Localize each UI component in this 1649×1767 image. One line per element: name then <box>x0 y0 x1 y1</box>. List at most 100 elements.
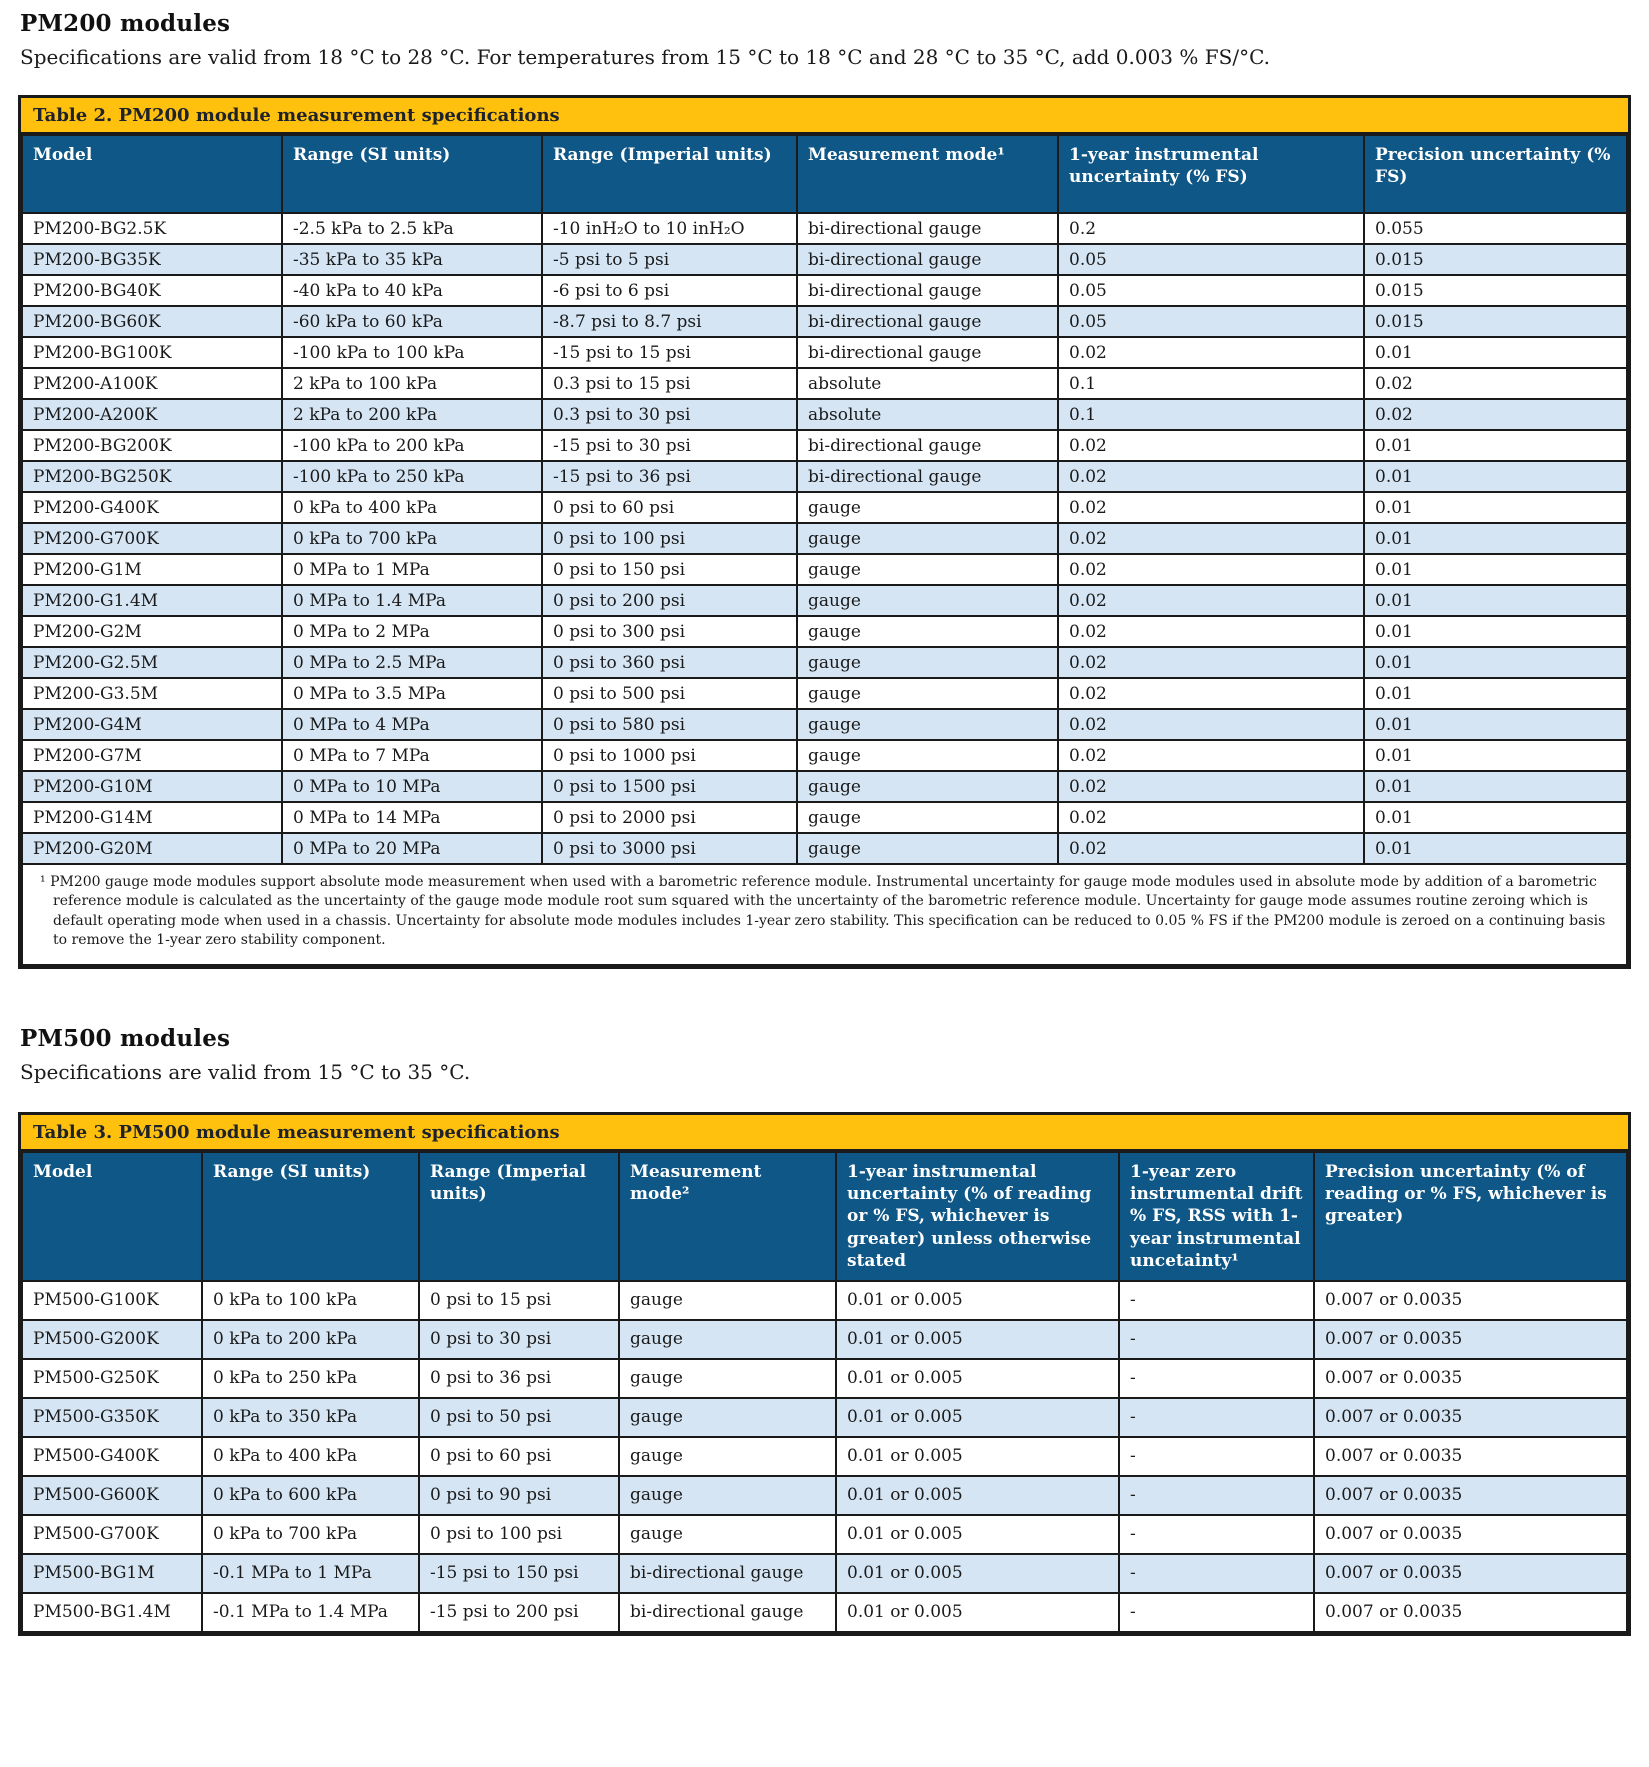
table-row: PM200-BG60K -60 kPa to 60 kPa -8.7 psi to … <box>21 305 1628 338</box>
table-cell: - <box>1118 1357 1315 1399</box>
table-cell: -40 kPa to 40 kPa <box>281 274 543 307</box>
table-cell: 0.01 <box>1363 739 1628 772</box>
datasheet-page: PM200 modules Specifications are valid f… <box>18 10 1631 1636</box>
column-header-zero-drift: 1-year zero instrumental drift % FS, RSS… <box>1118 1151 1315 1282</box>
table-cell: -100 kPa to 200 kPa <box>281 429 543 462</box>
pm500-spec-table: Table 3. PM500 module measurement specif… <box>18 1112 1631 1636</box>
table-cell: -0.1 MPa to 1.4 MPa <box>201 1591 420 1633</box>
table-row: PM200-A200K 2 kPa to 200 kPa 0.3 psi to 30… <box>21 398 1628 431</box>
table-cell: 0 psi to 580 psi <box>541 708 798 741</box>
table-cell: PM200-G2M <box>21 615 283 648</box>
table-cell: 0 psi to 150 psi <box>541 553 798 586</box>
table-cell: -5 psi to 5 psi <box>541 243 798 276</box>
column-header-range-imperial: Range (Imperial units) <box>541 134 798 214</box>
table-row: PM500-G100K 0 kPa to 100 kPa 0 psi to 15 p… <box>21 1279 1628 1321</box>
table-cell: -60 kPa to 60 kPa <box>281 305 543 338</box>
table-cell: bi-directional gauge <box>618 1552 837 1594</box>
table-row: PM500-G250K 0 kPa to 250 kPa 0 psi to 36 p… <box>21 1357 1628 1399</box>
column-header-range-si: Range (SI units) <box>201 1151 420 1282</box>
table-cell: PM200-G3.5M <box>21 677 283 710</box>
table-row: PM500-G600K 0 kPa to 600 kPa 0 psi to 90 p… <box>21 1474 1628 1516</box>
table-cell: 0.01 <box>1363 677 1628 710</box>
column-header-measurement-mode: Measurement mode² <box>618 1151 837 1282</box>
table-cell: 0.01 <box>1363 770 1628 803</box>
table-cell: 0 psi to 15 psi <box>418 1279 620 1321</box>
table-cell: PM200-G2.5M <box>21 646 283 679</box>
table-row: PM200-BG35K -35 kPa to 35 kPa -5 psi to 5 … <box>21 243 1628 276</box>
table3-header: Model Range (SI units) Range (Imperial u… <box>21 1151 1628 1282</box>
table-cell: 0.055 <box>1363 212 1628 245</box>
table3-title-bar: Table 3. PM500 module measurement specif… <box>21 1115 1628 1152</box>
column-header-measurement-mode: Measurement mode¹ <box>796 134 1059 214</box>
table-cell: PM200-A200K <box>21 398 283 431</box>
table-cell: 0 MPa to 4 MPa <box>281 708 543 741</box>
table-cell: 0 psi to 100 psi <box>541 522 798 555</box>
table-row: PM500-G400K 0 kPa to 400 kPa 0 psi to 60 p… <box>21 1435 1628 1477</box>
table-row: PM200-BG100K -100 kPa to 100 kPa -15 psi t… <box>21 336 1628 369</box>
column-header-range-si: Range (SI units) <box>281 134 543 214</box>
table-cell: 0.02 <box>1363 398 1628 431</box>
table-cell: gauge <box>796 677 1059 710</box>
table-cell: gauge <box>618 1513 837 1555</box>
table-cell: -15 psi to 30 psi <box>541 429 798 462</box>
table-cell: gauge <box>796 615 1059 648</box>
table-cell: 0.015 <box>1363 243 1628 276</box>
table-cell: 0 kPa to 350 kPa <box>201 1396 420 1438</box>
table-cell: 0.007 or 0.0035 <box>1313 1435 1628 1477</box>
column-header-model: Model <box>21 1151 203 1282</box>
table-row: PM500-BG1M -0.1 MPa to 1 MPa -15 psi to 15… <box>21 1552 1628 1594</box>
table-row: PM200-BG200K -100 kPa to 200 kPa -15 psi t… <box>21 429 1628 462</box>
table2-title-bar: Table 2. PM200 module measurement specif… <box>21 98 1628 134</box>
table-cell: 0.3 psi to 30 psi <box>541 398 798 431</box>
table-cell: gauge <box>618 1318 837 1360</box>
table-cell: bi-directional gauge <box>618 1591 837 1633</box>
table-cell: 0 psi to 2000 psi <box>541 801 798 834</box>
table-cell: bi-directional gauge <box>796 429 1059 462</box>
table-cell: 0.01 or 0.005 <box>835 1552 1120 1594</box>
table-cell: gauge <box>796 739 1059 772</box>
table-cell: gauge <box>796 522 1059 555</box>
table-cell: 0.01 <box>1363 553 1628 586</box>
table2: Model Range (SI units) Range (Imperial u… <box>21 134 1628 967</box>
table-cell: 0 psi to 1500 psi <box>541 770 798 803</box>
table-cell: absolute <box>796 398 1059 431</box>
table-cell: 0.007 or 0.0035 <box>1313 1357 1628 1399</box>
table-row: PM500-G700K 0 kPa to 700 kPa 0 psi to 100 … <box>21 1513 1628 1555</box>
table2-footnote: ¹ PM200 gauge mode modules support absol… <box>21 862 1628 967</box>
table-cell: - <box>1118 1513 1315 1555</box>
table-cell: -15 psi to 150 psi <box>418 1552 620 1594</box>
table-cell: 0.02 <box>1057 615 1365 648</box>
table-row: PM200-G20M 0 MPa to 20 MPa 0 psi to 3000 p… <box>21 832 1628 865</box>
column-header-instrumental-uncertainty: 1-year instrumental uncertainty (% FS) <box>1057 134 1365 214</box>
table-cell: 0.02 <box>1057 429 1365 462</box>
table-row: PM500-G350K 0 kPa to 350 kPa 0 psi to 50 p… <box>21 1396 1628 1438</box>
table-cell: 0 psi to 500 psi <box>541 677 798 710</box>
table-cell: 0.01 <box>1363 646 1628 679</box>
column-header-precision-uncertainty: Precision uncertainty (% FS) <box>1363 134 1628 214</box>
table-cell: -2.5 kPa to 2.5 kPa <box>281 212 543 245</box>
table-cell: - <box>1118 1552 1315 1594</box>
table-row: PM200-G1.4M 0 MPa to 1.4 MPa 0 psi to 200 … <box>21 584 1628 617</box>
table-row: PM200-BG2.5K -2.5 kPa to 2.5 kPa -10 inH₂O… <box>21 212 1628 245</box>
table-cell: 0.01 <box>1363 460 1628 493</box>
table-cell: - <box>1118 1396 1315 1438</box>
pm500-intro: Specifications are valid from 15 °C to 3… <box>20 1060 471 1085</box>
table-cell: gauge <box>796 553 1059 586</box>
pm200-spec-table: Table 2. PM200 module measurement specif… <box>18 95 1631 970</box>
table-cell: 0.01 or 0.005 <box>835 1591 1120 1633</box>
table-cell: gauge <box>796 832 1059 865</box>
table-cell: - <box>1118 1435 1315 1477</box>
table-cell: 0.02 <box>1057 553 1365 586</box>
table-cell: PM200-G1M <box>21 553 283 586</box>
table-row: PM200-G1M 0 MPa to 1 MPa 0 psi to 150 psi g… <box>21 553 1628 586</box>
table-row: PM200-G4M 0 MPa to 4 MPa 0 psi to 580 psi g… <box>21 708 1628 741</box>
table-cell: 0 MPa to 7 MPa <box>281 739 543 772</box>
table-cell: -15 psi to 15 psi <box>541 336 798 369</box>
table-cell: 0.02 <box>1057 708 1365 741</box>
table-cell: 0.01 <box>1363 832 1628 865</box>
table-cell: 0 psi to 360 psi <box>541 646 798 679</box>
table-cell: 0 MPa to 20 MPa <box>281 832 543 865</box>
table-cell: bi-directional gauge <box>796 274 1059 307</box>
table-cell: 0.05 <box>1057 305 1365 338</box>
table-cell: 0.01 or 0.005 <box>835 1357 1120 1399</box>
